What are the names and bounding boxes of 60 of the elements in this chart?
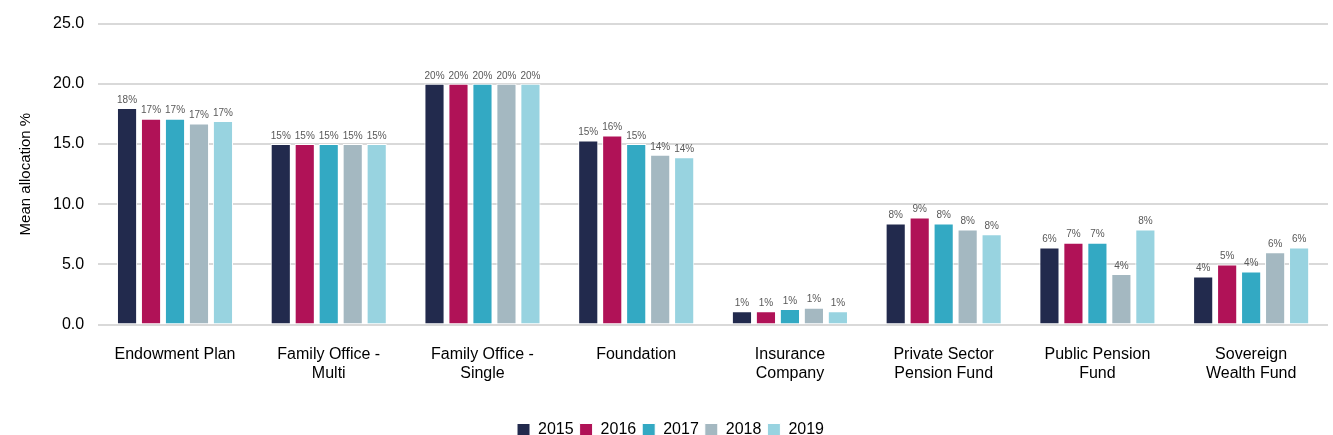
x-tick-label: Endowment Plan	[114, 344, 236, 362]
data-label: 6%	[1267, 238, 1283, 250]
data-label: 8%	[984, 220, 999, 232]
legend-label: 2019	[788, 420, 825, 435]
x-tick-label: Insurance Company	[754, 344, 826, 381]
data-label: 17%	[165, 104, 186, 116]
legend-label: 2017	[663, 420, 699, 435]
y-tick-label: 15.0	[53, 134, 85, 152]
data-label: 15%	[626, 129, 647, 141]
data-label: 17%	[212, 106, 234, 118]
data-label: 20%	[448, 69, 469, 81]
y-tick-label: 20.0	[53, 74, 85, 92]
data-label: 6%	[1042, 233, 1057, 245]
data-label: 15%	[270, 129, 291, 141]
data-label: 15%	[366, 129, 387, 141]
data-label: 6%	[1291, 233, 1307, 245]
data-label: 4%	[1195, 262, 1211, 274]
x-tick-label: Public Pension Fund	[1044, 344, 1151, 381]
x-tick-label: Family Office - Multi	[277, 344, 381, 381]
data-label: 18%	[117, 93, 138, 105]
data-label: 16%	[602, 121, 623, 133]
data-label: 17%	[188, 109, 210, 121]
y-tick-label: 5.0	[61, 254, 85, 272]
data-label: 7%	[1066, 228, 1081, 240]
data-label: 1%	[758, 297, 774, 309]
x-tick-label: Private Sector Pension Fund	[893, 344, 995, 381]
data-label: 14%	[650, 140, 671, 152]
data-label: 15%	[578, 126, 599, 138]
data-label: 8%	[936, 209, 951, 221]
data-label: 8%	[960, 215, 975, 227]
data-label: 1%	[806, 293, 822, 305]
data-label: 17%	[141, 104, 162, 116]
data-label: 1%	[830, 297, 846, 309]
data-label: 20%	[496, 69, 517, 81]
x-tick-label: Family Office - Single	[431, 344, 534, 381]
legend-label: 2018	[725, 420, 762, 435]
data-label: 20%	[520, 69, 541, 81]
data-label: 15%	[342, 129, 363, 141]
data-label: 8%	[1138, 215, 1153, 227]
legend-label: 2015	[538, 420, 574, 435]
data-label: 9%	[912, 203, 928, 215]
y-tick-label: 0.0	[61, 315, 85, 333]
data-label: 7%	[1090, 228, 1105, 240]
data-label: 14%	[674, 142, 695, 154]
y-tick-label: 25.0	[53, 14, 85, 32]
data-label: 20%	[472, 69, 493, 81]
data-label: 5%	[1219, 250, 1235, 262]
data-label: 20%	[424, 69, 445, 81]
data-label: 1%	[782, 294, 798, 306]
x-tick-label: Foundation	[596, 344, 677, 362]
x-tick-label: Sovereign Wealth Fund	[1205, 344, 1297, 381]
data-label: 4%	[1243, 257, 1259, 269]
legend-label: 2016	[600, 420, 637, 435]
y-axis-title: Mean allocation %	[16, 112, 34, 236]
data-label: 1%	[734, 297, 750, 309]
data-label: 15%	[294, 129, 315, 141]
data-label: 8%	[888, 209, 904, 221]
y-tick-label: 10.0	[53, 194, 85, 212]
data-label: 15%	[318, 129, 339, 141]
data-label: 4%	[1114, 259, 1129, 271]
